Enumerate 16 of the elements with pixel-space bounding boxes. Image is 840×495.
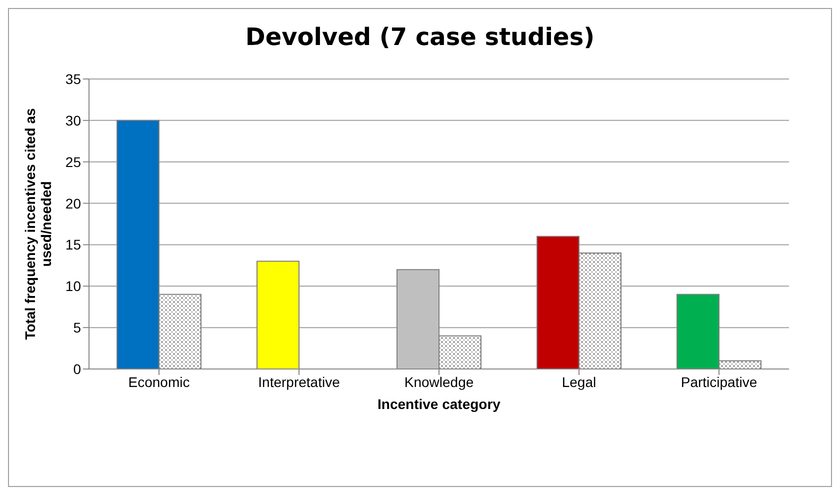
x-tick-label: Economic: [128, 374, 190, 390]
y-tick-label: 20: [65, 195, 82, 212]
y-axis-title: Total frequency incentives cited as used/needed: [22, 108, 54, 340]
y-tick-label: 0: [73, 360, 82, 377]
x-tick-label: Participative: [680, 374, 758, 390]
y-tick-label: 10: [65, 278, 82, 294]
chart-title: Devolved (7 case studies): [244, 23, 596, 51]
x-tick-label: Interpretative: [258, 374, 340, 390]
y-tick-label: 5: [73, 320, 82, 336]
x-tick-label: Knowledge: [404, 374, 474, 390]
y-tick-label: 35: [65, 70, 82, 87]
y-tick-label: 25: [65, 154, 82, 170]
y-tick-label: 30: [65, 112, 82, 128]
x-axis-title: Incentive category: [378, 396, 501, 412]
y-tick-label: 15: [65, 236, 82, 253]
x-tick-label: Legal: [562, 374, 596, 390]
